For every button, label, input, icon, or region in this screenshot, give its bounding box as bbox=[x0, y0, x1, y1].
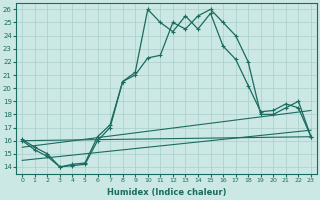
X-axis label: Humidex (Indice chaleur): Humidex (Indice chaleur) bbox=[107, 188, 226, 197]
